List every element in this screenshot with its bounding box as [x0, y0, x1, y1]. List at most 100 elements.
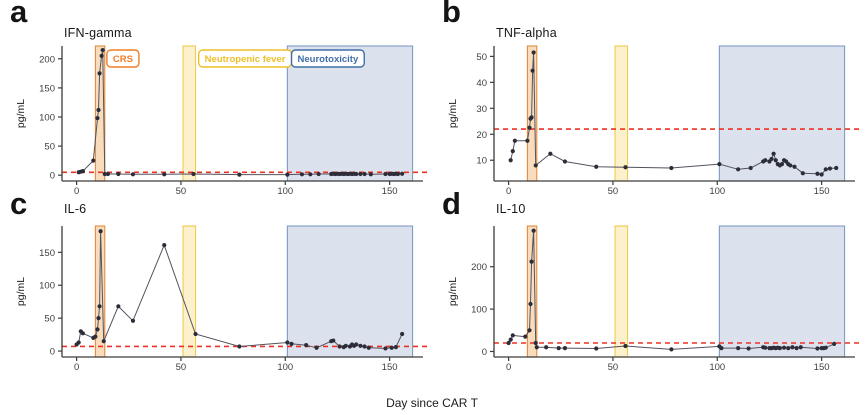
panel-letter-d: d: [442, 186, 461, 221]
data-point: [285, 172, 290, 177]
data-point: [788, 163, 793, 168]
data-point: [98, 229, 103, 234]
x-axis-label: Day since CAR T: [386, 396, 478, 410]
data-point: [285, 340, 290, 345]
data-point: [331, 338, 336, 343]
data-point: [95, 327, 100, 332]
y-tick-label: 150: [39, 83, 55, 94]
data-point: [669, 347, 674, 352]
data-point: [525, 138, 530, 143]
data-point: [736, 167, 741, 172]
y-axis-title: pg/mL: [15, 277, 27, 306]
data-point: [80, 169, 85, 174]
x-tick-label: 100: [277, 362, 293, 373]
band-label-text: Neutropenic fever: [205, 54, 286, 65]
data-point: [130, 318, 136, 323]
data-point: [105, 171, 111, 177]
chart-il-10: 0 100 200 0 50 100 150 pg/mL: [447, 225, 859, 373]
data-point: [763, 158, 768, 163]
data-point: [527, 125, 532, 130]
data-point: [769, 156, 774, 162]
x-tick-label: 50: [176, 362, 187, 373]
band-neurotoxicity: [286, 225, 414, 358]
data-point: [400, 171, 405, 176]
data-point: [527, 328, 532, 333]
data-point: [510, 149, 515, 154]
x-tick-label: 150: [382, 186, 398, 196]
data-point: [594, 164, 599, 169]
data-point: [623, 343, 628, 349]
x-tick-label: 0: [506, 362, 511, 373]
data-point: [101, 339, 106, 344]
data-point: [383, 171, 388, 177]
data-point: [80, 331, 85, 336]
x-tick-label: 100: [709, 186, 725, 196]
panel-ifn-gamma: a IFN-gamma 0 50 100 150 200 0 50 100 150 pg/mL CR…: [0, 0, 432, 196]
data-point: [506, 340, 511, 346]
x-tick-label: 150: [814, 362, 830, 373]
data-point: [562, 159, 568, 164]
panel-letter-c: c: [10, 186, 28, 221]
data-point: [362, 171, 367, 177]
x-tick-label: 150: [382, 362, 398, 373]
y-tick-label: 100: [471, 305, 487, 316]
data-point: [763, 345, 768, 350]
data-point: [400, 331, 405, 337]
data-point: [162, 242, 167, 248]
x-tick-label: 150: [814, 186, 830, 196]
data-point: [97, 304, 102, 309]
y-tick-label: 20: [476, 130, 487, 141]
data-point: [773, 158, 778, 163]
data-point: [368, 172, 373, 177]
band-neutropenic-fever: [182, 45, 197, 182]
y-axis-title: pg/mL: [447, 277, 459, 306]
data-point: [792, 164, 797, 169]
data-point: [76, 340, 81, 345]
data-point: [533, 163, 538, 168]
chart-tnf-alpha: 10 20 30 40 50 0 50 100 150 pg/mL: [447, 45, 859, 196]
data-point: [548, 151, 553, 156]
data-point: [719, 345, 724, 351]
data-point: [562, 345, 568, 351]
data-point: [191, 171, 196, 177]
data-point: [823, 345, 828, 350]
band-neutropenic-fever: [614, 45, 629, 182]
data-point: [798, 345, 803, 350]
data-point: [815, 346, 820, 351]
data-point: [748, 165, 753, 171]
data-point: [781, 345, 787, 350]
data-point: [531, 50, 536, 55]
data-point: [779, 162, 785, 167]
data-point: [794, 345, 799, 351]
data-point: [100, 47, 105, 53]
data-point: [304, 343, 309, 348]
data-point: [289, 341, 294, 346]
x-tick-label: 50: [176, 186, 187, 196]
panel-letter-a: a: [10, 0, 28, 29]
data-point: [529, 115, 534, 120]
band-neurotoxicity: [718, 225, 846, 358]
y-tick-label: 0: [50, 347, 55, 358]
y-tick-label: 10: [476, 156, 487, 167]
data-point: [790, 345, 795, 350]
data-point: [777, 345, 782, 351]
data-point: [395, 171, 401, 177]
data-point: [96, 316, 101, 321]
data-point: [358, 171, 363, 177]
data-point: [102, 171, 107, 177]
data-point: [96, 107, 101, 113]
data-point: [832, 341, 837, 346]
data-point: [508, 158, 513, 163]
data-point: [358, 343, 363, 348]
band-label-box: [106, 49, 140, 68]
data-point: [736, 345, 741, 351]
y-tick-label: 150: [39, 248, 55, 259]
y-tick-label: 50: [44, 314, 55, 325]
data-point: [594, 346, 599, 351]
data-point: [512, 138, 517, 143]
data-point: [717, 162, 722, 167]
y-tick-label: 200: [471, 262, 487, 273]
data-point: [827, 166, 833, 171]
band-neurotoxicity: [286, 45, 414, 182]
